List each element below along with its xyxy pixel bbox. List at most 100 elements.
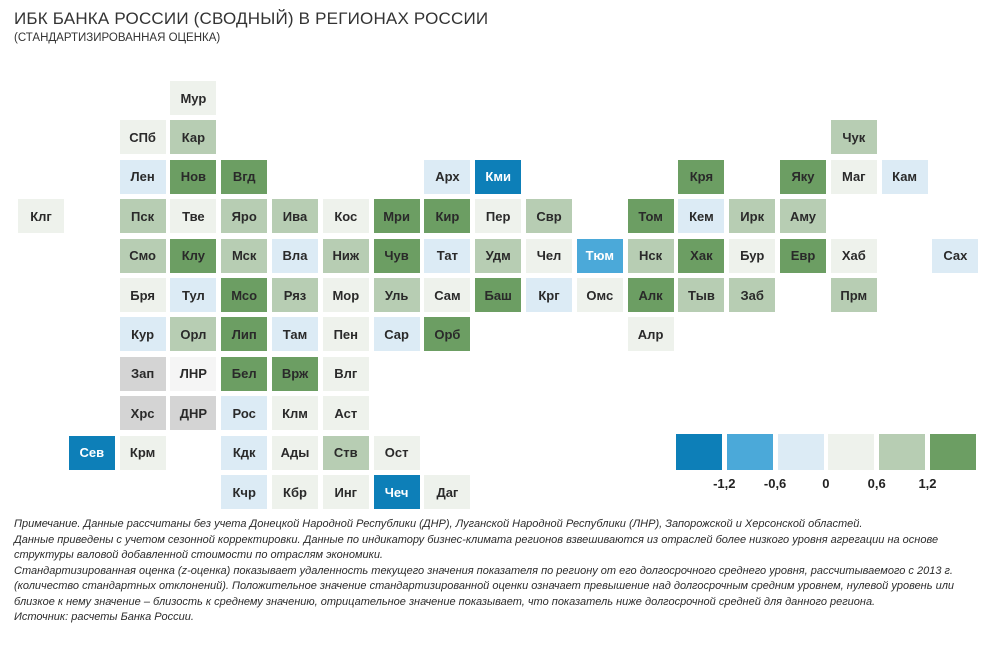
region-cell: Мск: [221, 238, 268, 273]
legend-tick-label: -0,6: [763, 476, 787, 491]
note-text: Примечание. Данные рассчитаны без учета …: [14, 518, 863, 530]
region-cell: Прм: [830, 278, 877, 312]
region-cell: Кам: [881, 159, 928, 194]
source-text: Источник: расчеты Банка России.: [14, 611, 194, 623]
region-cell: Лен: [119, 159, 166, 194]
notes-block: Примечание. Данные рассчитаны без учета …: [14, 517, 982, 626]
legend-swatch: [879, 434, 926, 470]
region-cell: СПб: [119, 120, 166, 155]
region-cell: Клм: [272, 396, 318, 431]
region-cell: Ива: [272, 199, 318, 234]
region-cell: Кос: [322, 199, 369, 234]
note-text: Стандартизированная оценка (z-оценка) по…: [14, 564, 955, 608]
region-cell: Ады: [272, 435, 318, 470]
region-cell: Кбр: [272, 475, 318, 509]
region-cell: Заб: [729, 278, 776, 312]
region-cell: Орл: [170, 317, 217, 352]
region-cell: Кчр: [221, 475, 268, 509]
chart-subtitle: (СТАНДАРТИЗИРОВАННАЯ ОЦЕНКА): [14, 32, 221, 44]
legend-swatch: [726, 434, 773, 470]
region-cell: Бел: [221, 356, 268, 391]
region-cell: Нск: [627, 238, 674, 273]
region-cell: Мор: [322, 278, 369, 312]
region-cell: Кдк: [221, 435, 268, 470]
region-cell: Зап: [119, 356, 166, 391]
region-cell: Смо: [119, 238, 166, 273]
region-cell: Хаб: [830, 238, 877, 273]
region-cell: Влг: [322, 356, 369, 391]
chart-title: ИБК БАНКА РОССИИ (СВОДНЫЙ) В РЕГИОНАХ РО…: [14, 9, 489, 28]
region-cell: Тве: [170, 199, 217, 234]
region-cell: Бря: [119, 278, 166, 312]
region-cell: Орб: [424, 317, 471, 352]
region-cell: Чел: [526, 238, 572, 273]
region-cell: Вла: [272, 238, 318, 273]
region-cell: Сар: [373, 317, 420, 352]
region-cell: Хак: [678, 238, 725, 273]
region-cell: Инг: [322, 475, 369, 509]
region-cell: Яро: [221, 199, 268, 234]
region-cell: Яку: [780, 159, 826, 194]
region-cell: Свр: [526, 199, 572, 234]
legend-tick-label: -1,2: [713, 476, 736, 491]
region-cell: Омс: [576, 278, 623, 312]
region-cell: Уль: [373, 278, 420, 312]
region-cell: Мсо: [221, 278, 268, 312]
region-cell: Вгд: [221, 159, 268, 194]
region-cell: Там: [272, 317, 318, 352]
region-cell: Сах: [932, 238, 979, 273]
region-cell: Кар: [170, 120, 217, 155]
region-cell: Нов: [170, 159, 217, 194]
region-cell: Том: [627, 199, 674, 234]
region-cell: Тыв: [678, 278, 725, 312]
legend-swatch: [930, 434, 976, 470]
region-cell: Кря: [678, 159, 725, 194]
region-cell: Тат: [424, 238, 471, 273]
region-cell: Кур: [119, 317, 166, 352]
region-tile-map: Мур СПб Кар Чук Лен Нов Вгд Арх Кми Кря Яку Маг Кам К…: [18, 81, 979, 509]
region-cell: Клг: [18, 199, 64, 234]
region-cell: Маг: [830, 159, 877, 194]
region-cell: Евр: [780, 238, 826, 273]
region-cell: Мри: [373, 199, 420, 234]
region-cell: Крг: [526, 278, 572, 312]
region-cell: Мур: [170, 81, 217, 115]
region-cell: Чеч: [373, 475, 420, 509]
region-cell: Чук: [830, 120, 877, 155]
region-cell: Врж: [272, 356, 318, 391]
region-cell: Ств: [322, 435, 369, 470]
legend-swatch: [828, 434, 875, 470]
region-cell: Аму: [780, 199, 826, 234]
region-cell: Ирк: [729, 199, 776, 234]
legend-tick-label: 0: [822, 476, 830, 491]
note-text: Данные приведены с учетом сезонной корре…: [14, 533, 939, 562]
region-cell: Алр: [627, 317, 674, 352]
region-cell: Пск: [119, 199, 166, 234]
region-cell: Алк: [627, 278, 674, 312]
region-cell: Ниж: [322, 238, 369, 273]
legend-tick-label: 0,6: [867, 476, 886, 491]
region-cell: Крм: [119, 435, 166, 470]
region-cell: Бур: [729, 238, 776, 273]
region-cell: Сев: [68, 435, 115, 470]
region-cell: Пер: [475, 199, 522, 234]
region-cell: Удм: [475, 238, 522, 273]
legend-swatch: [777, 434, 824, 470]
region-cell: Кми: [475, 159, 522, 194]
legend-tick-label: 1,2: [918, 476, 937, 491]
region-cell: Даг: [424, 475, 471, 509]
region-cell: ЛНР: [170, 356, 217, 391]
legend-swatch: [676, 434, 722, 470]
region-cell: Лип: [221, 317, 268, 352]
region-cell: ДНР: [170, 396, 217, 431]
region-cell: Клу: [170, 238, 217, 273]
region-cell: Хрс: [119, 396, 166, 431]
region-cell: Кир: [424, 199, 471, 234]
region-cell: Рос: [221, 396, 268, 431]
region-cell: Аст: [322, 396, 369, 431]
region-cell: Пен: [322, 317, 369, 352]
region-cell: Чув: [373, 238, 420, 273]
region-cell: Ряз: [272, 278, 318, 312]
region-cell: Ост: [373, 435, 420, 470]
region-cell: Кем: [678, 199, 725, 234]
